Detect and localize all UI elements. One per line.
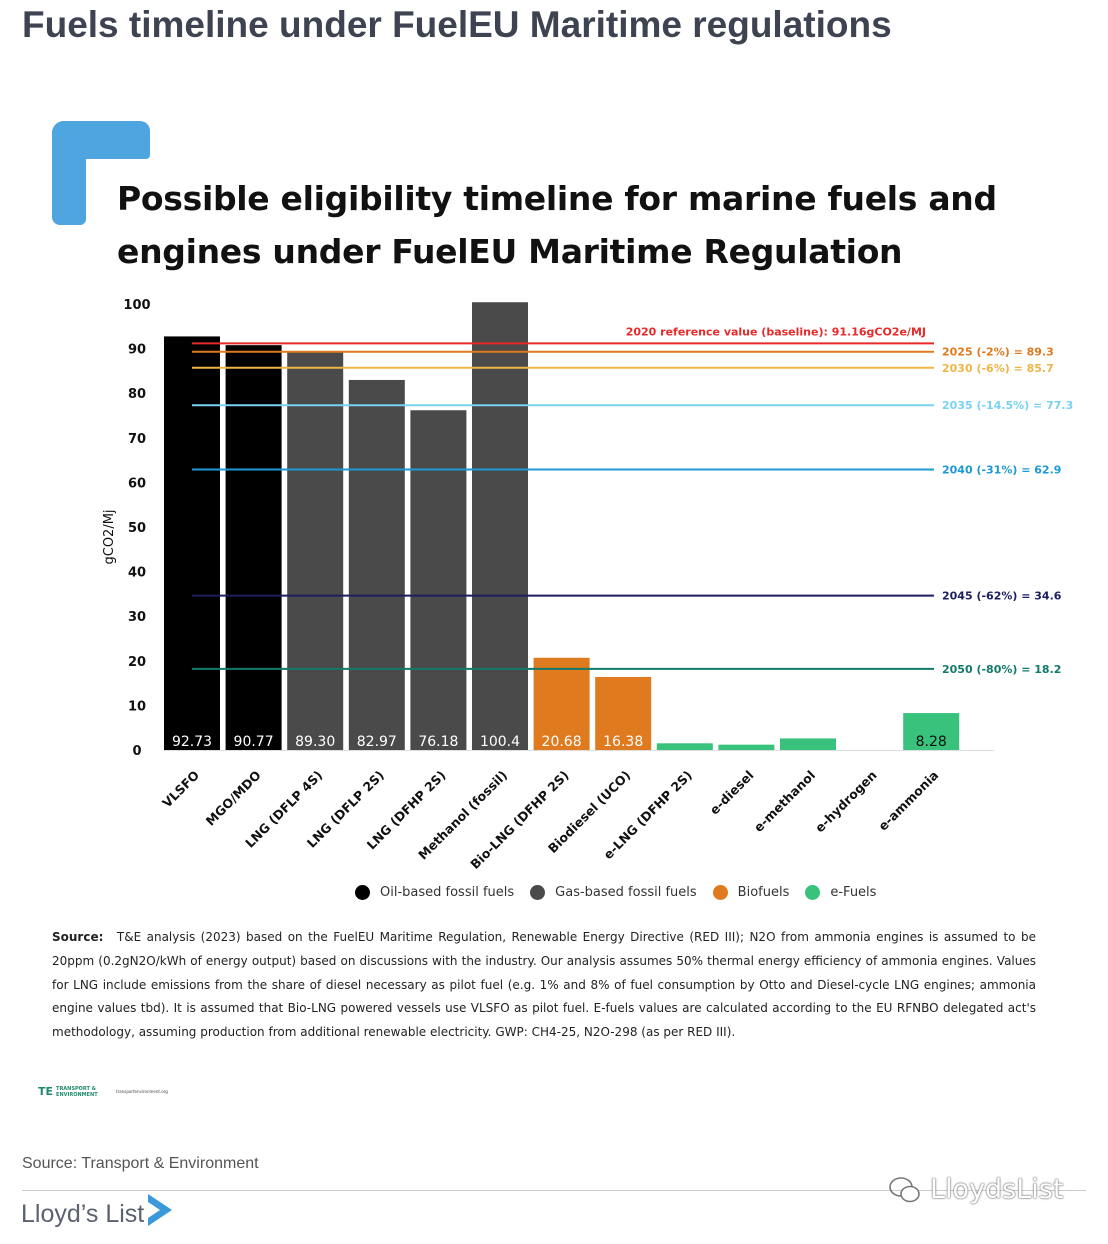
legend-item-efuel: e-Fuels: [805, 884, 877, 900]
y-tick-label: 40: [128, 566, 146, 581]
bar-chart: 0 10 20 30 40 50 60 70 80 90 100 gCO2/Mj 92.73 VLSFO 9…: [102, 298, 1073, 872]
legend-item-oil: Oil-based fossil fuels: [355, 884, 515, 900]
bar-e-diesel: [718, 744, 775, 750]
legend-label-bio: Biofuels: [737, 884, 790, 900]
source-note-text: T&E analysis (2023) based on the FuelEU …: [52, 930, 1036, 1040]
legend-label-oil: Oil-based fossil fuels: [380, 884, 515, 900]
legend-swatch-bio: [712, 884, 728, 900]
footer-source: Source: Transport & Environment: [22, 1155, 259, 1172]
legend-swatch-oil: [355, 884, 370, 900]
x-tick-label: e-ammonia: [875, 768, 941, 834]
page-title: Fuels timeline under FuelEU Maritime reg…: [22, 4, 892, 45]
bar-e-methanol: [780, 738, 836, 750]
bar-mgo-mdo: [225, 345, 282, 750]
y-tick-label: 100: [123, 298, 150, 313]
footer-divider: [22, 1190, 1086, 1191]
legend-label-gas: Gas-based fossil fuels: [555, 884, 697, 900]
te-logo-name: TRANSPORT & ENVIRONMENT: [56, 1085, 98, 1098]
chart-legend: Oil-based fossil fuels Gas-based fossil …: [355, 882, 892, 902]
reference-line-label: 2050 (-80%) = 18.2: [942, 663, 1061, 676]
bar-lng-dflp-2s-: [348, 379, 405, 750]
reference-line-label: 2030 (-6%) = 85.7: [942, 362, 1054, 375]
legend-swatch-efuel: [805, 884, 821, 900]
chart-title: Possible eligibility timeline for marine…: [117, 179, 997, 271]
watermark-text: LloydsList: [930, 1174, 1064, 1205]
x-tick-label: e-methanol: [751, 768, 818, 835]
bar-methanol-fossil-: [472, 302, 528, 750]
bar-value-label: 89.30: [295, 734, 335, 750]
bar-value-label: 8.28: [916, 734, 947, 750]
reference-line-label: 2035 (-14.5%) = 77.3: [942, 399, 1073, 412]
bar-biodiesel-uco-: [595, 676, 652, 750]
te-logo: TE TRANSPORT & ENVIRONMENT transportenvi…: [38, 1085, 168, 1098]
reference-line-label: 2020 reference value (baseline): 91.16gC…: [626, 325, 926, 338]
y-tick-label: 60: [128, 476, 146, 491]
te-logo-mark: TE: [38, 1085, 54, 1098]
bar-value-label: 100.4: [480, 734, 520, 750]
source-note-label: Source:: [52, 930, 104, 944]
bar-lng-dfhp-2s-: [410, 410, 467, 750]
bar-vlsfo: [164, 336, 220, 750]
y-tick-label: 10: [128, 699, 146, 714]
x-tick-label: e-diesel: [707, 768, 757, 818]
y-tick-label: 30: [128, 610, 146, 625]
wechat-icon: [889, 1176, 920, 1202]
legend-item-gas: Gas-based fossil fuels: [530, 884, 697, 900]
x-tick-label: MGO/MDO: [203, 768, 264, 829]
bar-value-label: 82.97: [357, 734, 397, 750]
y-tick-label: 80: [128, 387, 146, 402]
x-tick-label: e-hydrogen: [812, 768, 880, 836]
bar-value-label: 76.18: [418, 734, 458, 750]
bar-value-label: 16.38: [603, 734, 643, 750]
te-social-link[interactable]: transportenvironment.org: [116, 1089, 168, 1094]
y-tick-label: 20: [128, 655, 146, 670]
legend-label-efuel: e-Fuels: [830, 884, 877, 900]
brand-logo[interactable]: Lloyd’s List: [21, 1200, 145, 1228]
bar-e-ammonia: [903, 713, 960, 750]
legend-swatch-gas: [530, 884, 546, 900]
legend-item-bio: Biofuels: [712, 884, 790, 900]
reference-line-label: 2045 (-62%) = 34.6: [942, 590, 1062, 603]
bar-e-lng-dfhp-2s-: [656, 743, 713, 750]
x-tick-label: VLSFO: [159, 768, 202, 811]
brand-mark-icon: [148, 1194, 172, 1226]
watermark: LloydsList: [888, 1174, 1063, 1205]
reference-line-label: 2040 (-31%) = 62.9: [942, 463, 1061, 476]
bar-value-label: 20.68: [542, 734, 582, 750]
bar-value-label: 92.73: [172, 734, 212, 750]
bar-bio-lng-dfhp-2s-: [533, 657, 590, 750]
bar-value-label: 90.77: [234, 734, 274, 750]
y-tick-label: 0: [132, 744, 141, 759]
reference-line-label: 2025 (-2%) = 89.3: [942, 346, 1054, 359]
y-tick-label: 70: [128, 432, 146, 447]
y-tick-label: 90: [128, 343, 146, 358]
source-note: Source: T&E analysis (2023) based on the…: [52, 926, 1036, 1045]
bar-lng-dflp-4s-: [287, 351, 344, 750]
y-axis-label: gCO2/Mj: [102, 509, 117, 564]
corner-accent: [52, 121, 152, 225]
y-tick-label: 50: [128, 521, 146, 536]
